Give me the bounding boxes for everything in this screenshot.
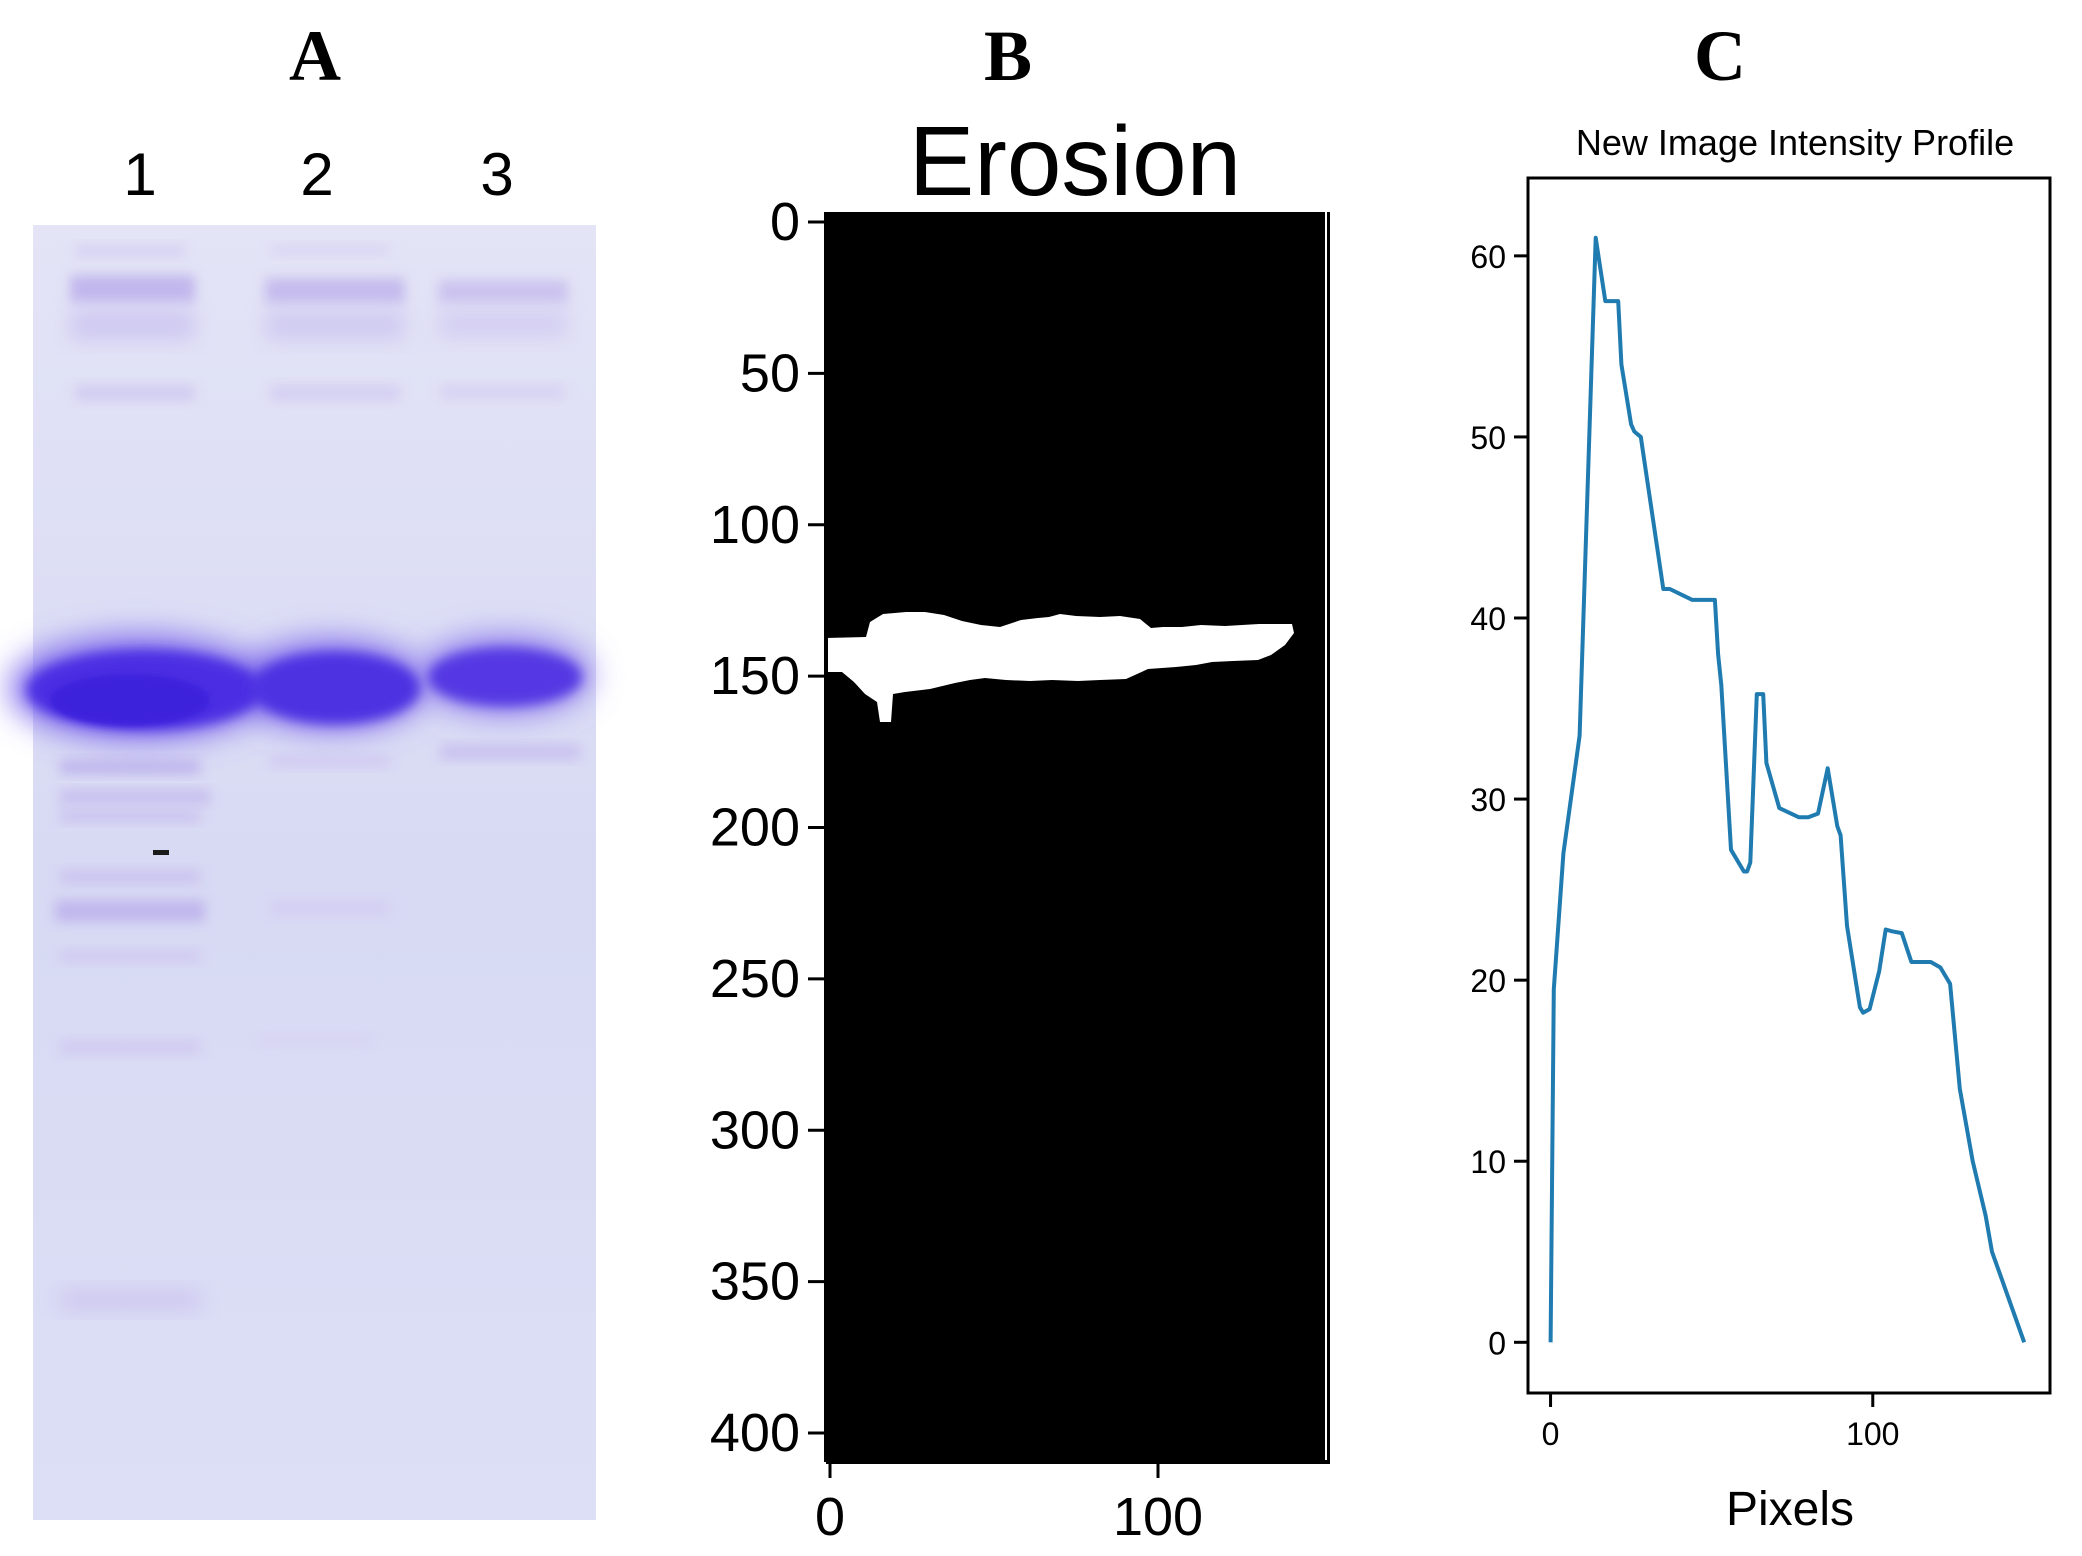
intensity-series-line [1548, 235, 2027, 1343]
erosion-y-tick-label: 300 [710, 1100, 800, 1160]
chart-y-tick-label: 40 [1470, 601, 1506, 637]
chart-y-tick-label: 20 [1470, 963, 1506, 999]
panel-b-label: B [983, 16, 1033, 96]
chart-title: New Image Intensity Profile [1575, 122, 2015, 163]
panel-a-label: A [289, 16, 341, 96]
chart-frame [1526, 176, 2052, 1395]
chart-y-tick-label: 30 [1470, 782, 1506, 818]
chart-y-tick-label: 0 [1488, 1325, 1506, 1361]
lane-label-3: 3 [480, 141, 514, 208]
erosion-y-tick-label: 250 [710, 949, 800, 1009]
erosion-y-tick-label: 150 [710, 646, 800, 706]
chart-y-tick-label: 10 [1470, 1144, 1506, 1180]
erosion-x-tick-label: 0 [815, 1487, 845, 1547]
erosion-title: Erosion [908, 106, 1242, 216]
erosion-y-tick-label: 0 [770, 192, 800, 252]
erosion-y-tick-label: 400 [710, 1403, 800, 1463]
lane-label-2: 2 [300, 141, 334, 208]
lane-label-1: 1 [123, 141, 157, 208]
erosion-image-background [826, 212, 1330, 1462]
chart-x-axis-label: Pixels [1725, 1483, 1855, 1536]
gel-artifact [153, 850, 169, 855]
erosion-y-tick-label: 50 [740, 343, 800, 403]
erosion-y-tick-label: 100 [710, 495, 800, 555]
chart-y-tick-label: 60 [1470, 239, 1506, 275]
panel-c-label: C [1694, 16, 1746, 96]
erosion-y-tick-label: 350 [710, 1252, 800, 1312]
chart-x-tick-label: 0 [1542, 1416, 1560, 1452]
erosion-x-tick-label: 100 [1113, 1487, 1203, 1547]
gel-lower-bands [55, 745, 580, 1310]
gel-top-bands [70, 245, 568, 401]
chart-y-tick-label: 50 [1470, 420, 1506, 456]
erosion-y-tick-label: 200 [710, 798, 800, 858]
chart-x-tick-label: 100 [1846, 1416, 1899, 1452]
erosion-mask [826, 612, 1294, 722]
gel-main-bands [10, 636, 590, 740]
